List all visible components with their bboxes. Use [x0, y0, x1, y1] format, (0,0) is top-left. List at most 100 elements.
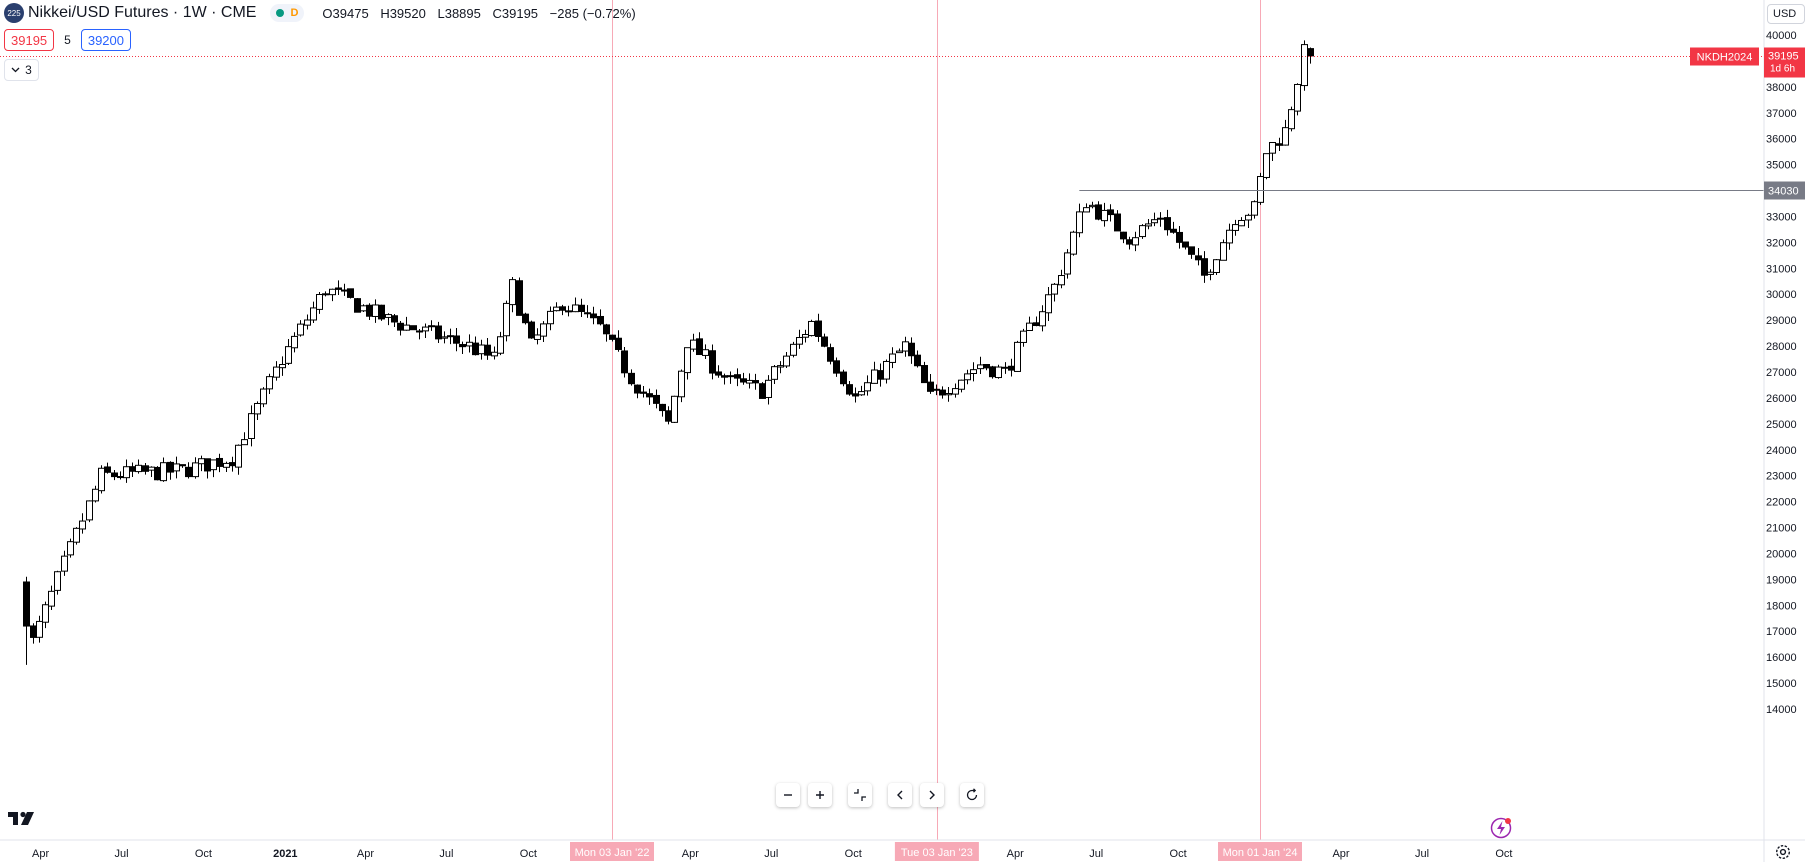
candle: [291, 332, 298, 353]
candle: [503, 300, 510, 342]
candle: [796, 329, 803, 349]
candle: [1263, 153, 1270, 180]
candle: [864, 375, 871, 396]
price-tick-label: 20000: [1766, 548, 1797, 560]
candle: [210, 459, 217, 478]
candle: [759, 382, 766, 399]
indicators-toggle-button[interactable]: 3: [4, 59, 39, 81]
candle: [715, 365, 722, 378]
zoom-out-icon: [784, 794, 792, 796]
svg-text:1d 6h: 1d 6h: [1770, 64, 1795, 75]
reset-scale-button[interactable]: [848, 783, 872, 807]
candle: [135, 459, 142, 474]
time-tick-label: Apr: [357, 848, 374, 860]
scroll-right-icon: [929, 790, 935, 800]
gear-icon[interactable]: [1774, 843, 1792, 861]
candle: [92, 485, 99, 503]
candle: [491, 346, 498, 360]
candle: [628, 369, 635, 386]
price-tick-label: 37000: [1766, 108, 1797, 120]
time-tick-label: Jul: [115, 848, 129, 860]
svg-text:Tue 03 Jan '23: Tue 03 Jan '23: [901, 847, 973, 859]
market-status-pill[interactable]: D: [270, 4, 305, 22]
low-value: L38895: [437, 5, 481, 21]
candle: [285, 339, 292, 366]
price-tick-label: 24000: [1766, 445, 1797, 457]
sell-button[interactable]: 39195: [4, 29, 55, 51]
candle: [1232, 219, 1239, 236]
time-tick-label: Jul: [1415, 848, 1429, 860]
candle: [1139, 224, 1146, 239]
candle: [322, 291, 329, 297]
reset-chart-button[interactable]: [960, 783, 984, 807]
currency-button[interactable]: USD: [1767, 4, 1805, 24]
candle: [1157, 212, 1164, 227]
candle: [391, 314, 398, 327]
time-tick-label: Jul: [439, 848, 453, 860]
candle: [341, 283, 348, 296]
candle: [104, 462, 111, 474]
candle: [316, 292, 323, 314]
candle: [902, 336, 909, 357]
candle: [229, 456, 236, 472]
candle: [1132, 231, 1139, 252]
candle: [30, 623, 37, 644]
time-tick-label: 2021: [273, 848, 297, 860]
price-tick-label: 21000: [1766, 523, 1797, 535]
symbol-logo: 225: [4, 3, 24, 23]
candle: [497, 331, 504, 356]
session-date-label: Tue 03 Jan '23: [894, 842, 979, 861]
candle: [360, 304, 367, 312]
candle: [765, 375, 772, 405]
open-value: O39475: [322, 5, 369, 21]
candle: [248, 405, 255, 447]
time-axis[interactable]: AprJulOct2021AprJulOct2022AprJulOct2023A…: [32, 842, 1512, 861]
candle: [640, 386, 647, 398]
candle: [453, 328, 460, 352]
candle: [964, 369, 971, 385]
svg-text:Mon 03 Jan '22: Mon 03 Jan '22: [575, 847, 650, 859]
candle: [889, 347, 896, 369]
candle: [1294, 83, 1301, 116]
price-axis[interactable]: 4000039000380003700036000350003400033000…: [1766, 30, 1797, 716]
candle: [466, 334, 473, 353]
scroll-right-button[interactable]: [920, 783, 944, 807]
candle: [1213, 259, 1220, 276]
scroll-left-button[interactable]: [888, 783, 912, 807]
tradingview-logo-icon[interactable]: [8, 809, 40, 827]
candle: [609, 334, 616, 342]
candle: [802, 329, 809, 343]
candle: [597, 309, 604, 326]
indicators-count: 3: [25, 63, 32, 77]
candle: [36, 615, 43, 643]
delayed-data-badge: D: [290, 7, 299, 19]
candle: [1083, 203, 1090, 213]
candle: [1051, 282, 1058, 302]
candle: [422, 323, 429, 338]
price-tick-label: 30000: [1766, 289, 1797, 301]
time-tick-label: Oct: [845, 848, 862, 860]
candle: [659, 403, 666, 417]
lightning-icon[interactable]: [1490, 817, 1512, 839]
candle: [1182, 241, 1189, 250]
candle: [977, 356, 984, 375]
candle: [1126, 236, 1133, 250]
candle: [671, 395, 678, 424]
buy-button[interactable]: 39200: [80, 29, 131, 51]
zoom-out-button[interactable]: [776, 783, 800, 807]
reset-scale-icon: [854, 789, 866, 801]
zoom-in-button[interactable]: [808, 783, 832, 807]
candle: [1076, 203, 1083, 238]
candle: [1058, 269, 1065, 289]
spread-value: 5: [64, 33, 71, 47]
candle: [329, 288, 336, 302]
price-tick-label: 35000: [1766, 160, 1797, 172]
candle: [509, 277, 516, 313]
candle: [441, 331, 448, 344]
candle: [410, 325, 417, 331]
symbol-title[interactable]: Nikkei/USD Futures · 1W · CME: [28, 4, 257, 21]
candle: [192, 457, 199, 479]
price-tick-label: 14000: [1766, 704, 1797, 716]
